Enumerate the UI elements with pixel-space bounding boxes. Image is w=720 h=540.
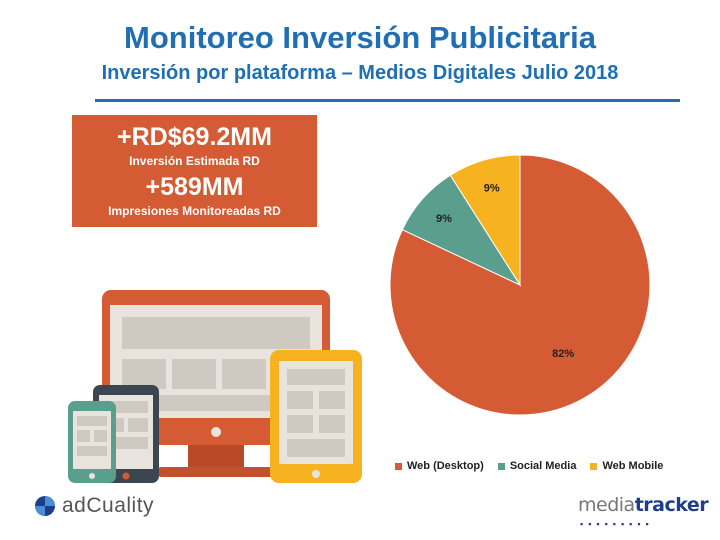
adcuality-logo-text: adCuality [62,494,155,517]
mediatracker-logo-text-tracker: tracker [634,494,709,516]
impressions-label: Impresiones Monitoreadas RD [108,204,281,218]
phone-teal-icon [68,401,116,483]
investment-label: Inversión Estimada RD [129,154,260,168]
mediatracker-logo: mediatracker ▪▪▪▪▪▪▪▪▪ [578,494,709,529]
investment-pie-chart: 82% 9% 9% [389,154,651,416]
adcuality-logo: adCuality [34,494,154,518]
legend-item-web-desktop: Web (Desktop) [395,460,484,472]
legend-item-web-mobile: Web Mobile [590,460,663,472]
chart-legend: Web (Desktop) Social Media Web Mobile [395,460,663,472]
pie-label-web-desktop: 82% [552,348,574,360]
title-divider [95,99,680,102]
legend-swatch-web-desktop [395,462,402,470]
page-title: Monitoreo Inversión Publicitaria [124,20,596,55]
mediatracker-dots-icon: ▪▪▪▪▪▪▪▪▪ [580,519,654,529]
devices-illustration [68,290,362,483]
pie-slice-web-mobile [449,154,521,287]
mediatracker-logo-text-media: media [578,494,635,516]
pie-label-web-mobile: 9% [484,183,500,195]
legend-swatch-social-media [497,462,505,470]
page-subtitle: Inversión por plataforma – Medios Digita… [101,62,619,84]
legend-label-social-media: Social Media [509,460,577,472]
stats-box: +RD$69.2MM Inversión Estimada RD +589MM … [72,115,317,227]
tablet-icon [270,350,362,483]
adcuality-logo-icon [35,496,55,516]
legend-item-social-media: Social Media [497,460,577,472]
legend-label-web-mobile: Web Mobile [602,460,664,472]
pie-slice-web-desktop [389,154,651,416]
pie-label-social-media: 9% [436,213,452,225]
impressions-value: +589MM [145,173,244,201]
investment-value: +RD$69.2MM [117,123,272,151]
legend-label-web-desktop: Web (Desktop) [407,460,484,472]
legend-swatch-web-mobile [590,462,598,470]
